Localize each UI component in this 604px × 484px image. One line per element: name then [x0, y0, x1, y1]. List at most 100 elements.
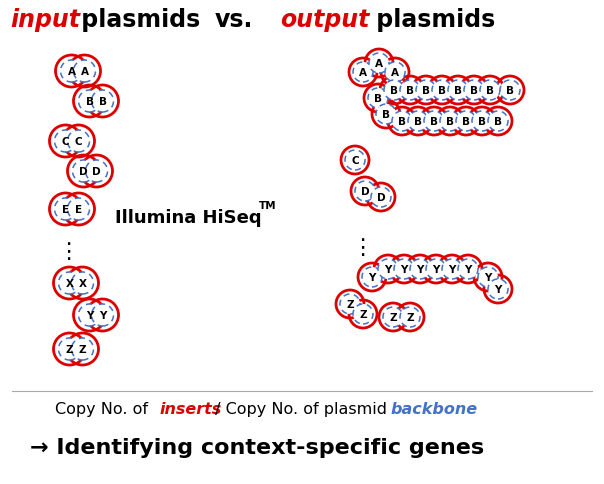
Circle shape — [416, 81, 436, 101]
Circle shape — [345, 151, 365, 171]
Text: X: X — [79, 278, 86, 288]
Text: plasmids: plasmids — [368, 8, 495, 32]
Text: E: E — [62, 205, 69, 214]
Text: C: C — [75, 136, 82, 147]
Circle shape — [458, 259, 478, 279]
Circle shape — [488, 112, 508, 132]
Circle shape — [478, 268, 498, 287]
Text: plasmids: plasmids — [73, 8, 201, 32]
Circle shape — [68, 131, 89, 152]
Circle shape — [368, 89, 388, 109]
Text: TM: TM — [259, 200, 277, 211]
Circle shape — [91, 91, 114, 113]
Circle shape — [378, 259, 398, 279]
Text: inserts: inserts — [159, 402, 221, 417]
Text: Y: Y — [416, 264, 423, 274]
Text: Y: Y — [494, 285, 502, 294]
Circle shape — [71, 338, 94, 360]
Circle shape — [456, 112, 476, 132]
Circle shape — [86, 161, 108, 182]
Circle shape — [426, 259, 446, 279]
Circle shape — [59, 272, 80, 294]
Text: Y: Y — [464, 264, 472, 274]
Text: Z: Z — [346, 300, 354, 309]
Circle shape — [408, 112, 428, 132]
Text: B: B — [406, 86, 414, 96]
Text: D: D — [79, 166, 88, 177]
Circle shape — [383, 307, 403, 327]
Circle shape — [442, 259, 462, 279]
Circle shape — [353, 63, 373, 83]
Text: vs.: vs. — [215, 8, 253, 32]
Text: Y: Y — [484, 272, 492, 283]
Text: backbone: backbone — [390, 402, 477, 417]
Text: B: B — [382, 110, 390, 120]
Text: B: B — [462, 117, 470, 127]
Text: C: C — [351, 156, 359, 166]
Text: C: C — [62, 136, 69, 147]
Text: B: B — [98, 97, 106, 107]
Circle shape — [340, 294, 360, 314]
Text: D: D — [377, 193, 385, 203]
Circle shape — [79, 91, 100, 113]
Circle shape — [59, 338, 80, 360]
Circle shape — [440, 112, 460, 132]
Circle shape — [488, 279, 508, 300]
Circle shape — [432, 81, 452, 101]
Text: A: A — [359, 68, 367, 78]
Circle shape — [353, 304, 373, 324]
Circle shape — [385, 63, 405, 83]
Text: Z: Z — [66, 344, 73, 354]
Text: / Copy No. of plasmid: / Copy No. of plasmid — [210, 402, 392, 417]
Text: B: B — [506, 86, 514, 96]
Text: B: B — [446, 117, 454, 127]
Text: A: A — [68, 67, 76, 77]
Text: Z: Z — [79, 344, 86, 354]
Circle shape — [400, 307, 420, 327]
Text: ⋮: ⋮ — [351, 238, 373, 257]
Text: Y: Y — [400, 264, 408, 274]
Circle shape — [424, 112, 444, 132]
Circle shape — [480, 81, 500, 101]
Text: D: D — [92, 166, 101, 177]
Text: Y: Y — [86, 310, 93, 320]
Circle shape — [60, 61, 83, 83]
Text: input: input — [10, 8, 80, 32]
Circle shape — [71, 272, 94, 294]
Text: D: D — [361, 187, 369, 197]
Circle shape — [68, 198, 89, 221]
Circle shape — [400, 81, 420, 101]
Text: Y: Y — [384, 264, 391, 274]
Text: Y: Y — [432, 264, 440, 274]
Circle shape — [369, 54, 389, 74]
Text: B: B — [374, 94, 382, 104]
Text: B: B — [430, 117, 438, 127]
Circle shape — [91, 304, 114, 326]
Text: B: B — [454, 86, 462, 96]
Text: Y: Y — [99, 310, 106, 320]
Text: B: B — [86, 97, 94, 107]
Text: Y: Y — [448, 264, 455, 274]
Text: → Identifying context-specific genes: → Identifying context-specific genes — [30, 437, 484, 457]
Circle shape — [394, 259, 414, 279]
Circle shape — [72, 161, 94, 182]
Text: B: B — [414, 117, 422, 127]
Text: A: A — [391, 68, 399, 78]
Text: E: E — [75, 205, 82, 214]
Text: B: B — [470, 86, 478, 96]
Circle shape — [392, 112, 412, 132]
Circle shape — [74, 61, 95, 83]
Text: A: A — [80, 67, 89, 77]
Text: Z: Z — [406, 312, 414, 322]
Circle shape — [410, 259, 430, 279]
Text: B: B — [398, 117, 406, 127]
Text: Z: Z — [389, 312, 397, 322]
Text: B: B — [422, 86, 430, 96]
Text: B: B — [486, 86, 494, 96]
Text: Illumina HiSeq: Illumina HiSeq — [115, 209, 262, 227]
Text: Copy No. of: Copy No. of — [55, 402, 153, 417]
Text: B: B — [494, 117, 502, 127]
Text: output: output — [280, 8, 370, 32]
Text: X: X — [65, 278, 74, 288]
Text: ⋮: ⋮ — [57, 242, 79, 261]
